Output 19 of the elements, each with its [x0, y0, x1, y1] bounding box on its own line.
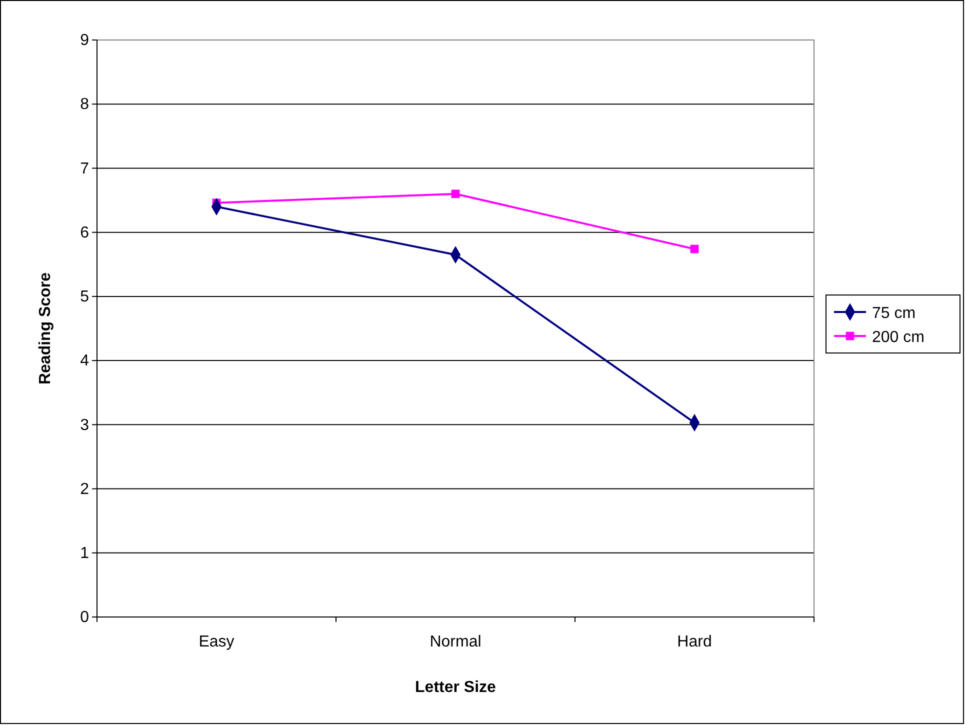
y-tick-label: 9 — [80, 32, 90, 50]
y-tick-label: 2 — [80, 480, 90, 498]
legend-label: 75 cm — [872, 305, 916, 322]
point — [690, 244, 699, 254]
x-tick-label: Normal — [430, 633, 482, 650]
y-axis-title: Reading Score — [37, 272, 54, 385]
point — [451, 190, 460, 198]
y-tick-label: 1 — [80, 545, 90, 562]
x-tick-label: Hard — [677, 633, 712, 650]
x-tick-label: Easy — [198, 633, 234, 650]
y-tick-label: 7 — [80, 160, 90, 178]
y-tick-label: 6 — [80, 224, 90, 242]
y-tick-label: 4 — [80, 352, 90, 370]
y-tick-label: 8 — [80, 96, 90, 114]
x-axis-title: Letter Size — [415, 679, 496, 696]
y-tick-label: 5 — [80, 288, 90, 306]
legend-label: 200 cm — [872, 329, 924, 346]
y-tick-label: 3 — [80, 416, 90, 434]
y-tick-label: 0 — [80, 609, 90, 626]
